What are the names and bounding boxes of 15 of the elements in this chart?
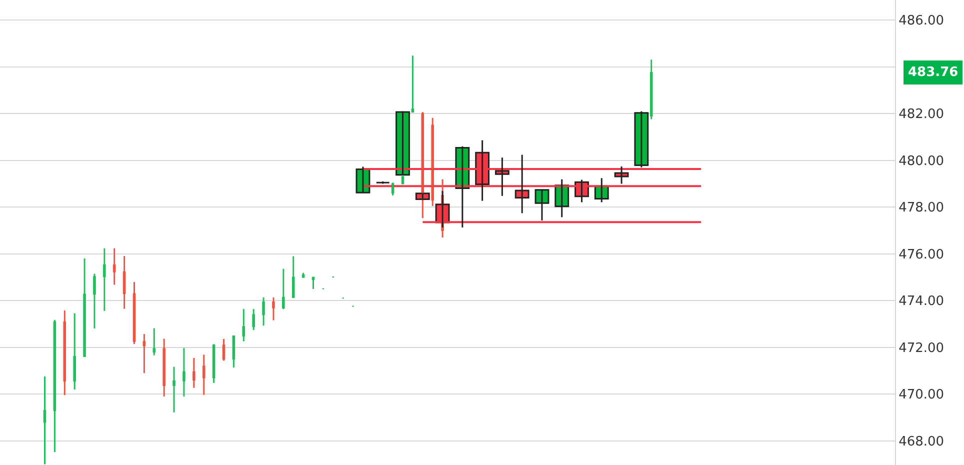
candlestick (634, 110, 649, 168)
y-tick-label: 486.00 (898, 14, 944, 29)
y-tick-label: 474.00 (898, 294, 944, 310)
y-tick-label: 480.00 (898, 154, 944, 169)
y-tick-label: 482.00 (898, 107, 944, 122)
y-tick-label: 468.00 (898, 434, 944, 450)
y-tick-label: 472.00 (898, 340, 944, 356)
candlestick (415, 192, 430, 201)
y-tick-label: 470.00 (898, 388, 944, 403)
candlestick (401, 175, 404, 185)
text: 483.76 (908, 65, 958, 80)
candlestick (376, 180, 390, 185)
y-tick-label: 476.00 (898, 247, 944, 262)
candlestick (396, 110, 410, 176)
y-tick-label: 478.00 (898, 200, 944, 216)
